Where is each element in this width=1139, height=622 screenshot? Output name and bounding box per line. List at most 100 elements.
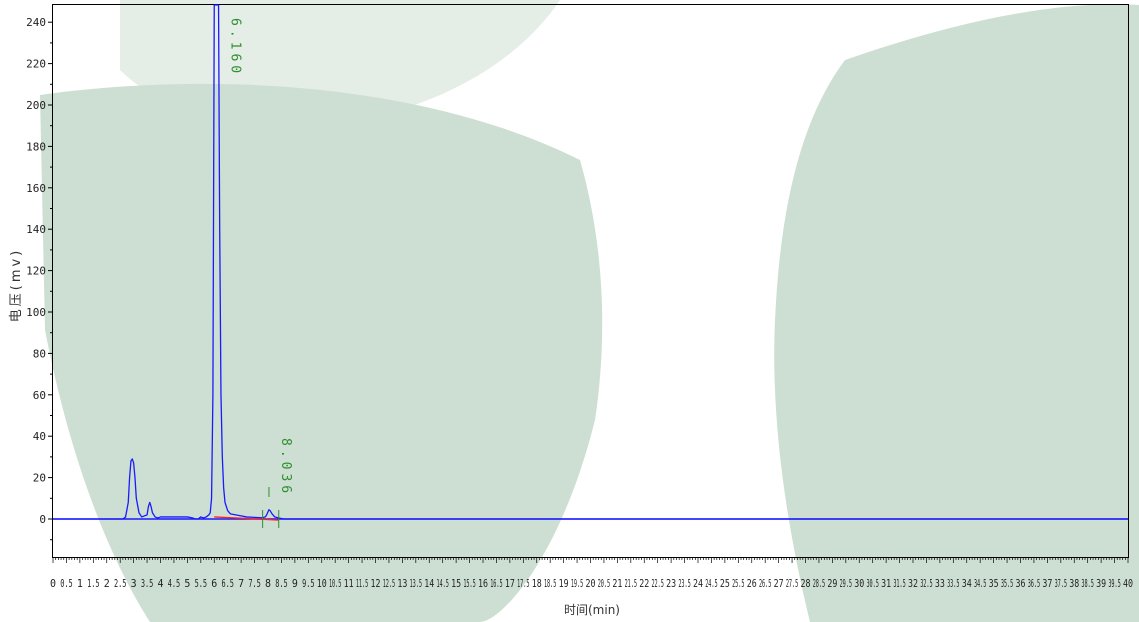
x-tick-label: 35.5 [1001, 577, 1014, 590]
y-tick-label: 60 [33, 389, 46, 402]
x-tick-label: 22.5 [651, 577, 664, 590]
x-tick-label: 9 [292, 577, 298, 590]
peak-labels: 6.160 8.036 [228, 18, 293, 497]
x-tick-label: 21.5 [625, 577, 638, 590]
x-tick-label: 31 [881, 577, 891, 590]
x-tick-label: 20.5 [598, 577, 611, 590]
x-tick-label: 17.5 [517, 577, 530, 590]
x-tick-label: 25 [720, 577, 730, 590]
x-tick-label: 38.5 [1081, 577, 1094, 590]
x-tick-label: 26 [747, 577, 757, 590]
x-tick-label: 22 [639, 577, 649, 590]
x-tick-label: 21 [612, 577, 622, 590]
x-tick-label: 31.5 [893, 577, 906, 590]
y-tick-label: 0 [39, 513, 46, 526]
x-tick-label: 23.5 [678, 577, 691, 590]
y-tick-label: 200 [26, 99, 46, 112]
x-tick-label: 24.5 [705, 577, 718, 590]
x-tick-label: 15 [451, 577, 461, 590]
x-tick-label: 2 [104, 577, 110, 590]
x-tick-label: 1.5 [87, 577, 100, 590]
x-tick-label: 29.5 [840, 577, 853, 590]
x-tick-label: 3 [131, 577, 137, 590]
x-tick-label: 25.5 [732, 577, 745, 590]
x-axis-label: 时间(min) [564, 603, 620, 617]
y-tick-label: 240 [26, 16, 46, 29]
x-tick-label: 4 [158, 577, 164, 590]
x-tick-label: 32 [908, 577, 918, 590]
x-tick-label: 37 [1042, 577, 1052, 590]
y-tick-label: 80 [33, 347, 46, 360]
x-tick-label: 12.5 [383, 577, 396, 590]
x-tick-label: 18 [532, 577, 542, 590]
x-tick-label: 23 [666, 577, 676, 590]
x-tick-label: 7.5 [248, 577, 261, 590]
peak-markers [262, 510, 280, 528]
y-tick-label: 220 [26, 58, 46, 71]
x-tick-label: 28.5 [813, 577, 826, 590]
y-tick-label: 160 [26, 182, 46, 195]
y-tick-label: 140 [26, 223, 46, 236]
x-tick-label: 36.5 [1028, 577, 1041, 590]
x-tick-label: 26.5 [759, 577, 772, 590]
y-axis: 0 20 40 60 80 100 120 140 160 180 200 220 240 [26, 16, 53, 541]
x-tick-label: 30 [854, 577, 864, 590]
x-tick-label: 18.5 [544, 577, 557, 590]
x-tick-label: 9.5 [302, 577, 315, 590]
x-tick-label: 29 [827, 577, 837, 590]
x-tick-label: 33 [935, 577, 945, 590]
x-tick-label: 4.5 [168, 577, 181, 590]
x-tick-label: 34.5 [974, 577, 987, 590]
x-tick-label: 27 [774, 577, 784, 590]
x-tick-label: 6.5 [221, 577, 234, 590]
peak-label: 8.036 [278, 438, 293, 497]
x-tick-label: 0 [50, 577, 56, 590]
x-tick-label: 30.5 [866, 577, 879, 590]
x-tick-label: 19 [559, 577, 569, 590]
x-tick-label: 16 [478, 577, 488, 590]
x-tick-label: 1 [77, 577, 83, 590]
x-tick-label: 10.5 [329, 577, 342, 590]
x-tick-label: 19.5 [571, 577, 584, 590]
x-tick-label: 15.5 [463, 577, 476, 590]
x-tick-label: 32.5 [920, 577, 933, 590]
x-tick-label: 37.5 [1055, 577, 1068, 590]
x-tick-label: 40 [1123, 577, 1133, 590]
series-line-0 [53, 4, 1128, 520]
x-tick-label: 16.5 [490, 577, 503, 590]
x-tick-label: 34 [962, 577, 972, 590]
x-tick-label: 12 [371, 577, 381, 590]
x-tick-label: 11.5 [356, 577, 369, 590]
x-tick-label: 38 [1069, 577, 1079, 590]
x-tick-label: 13.5 [410, 577, 423, 590]
x-tick-label: 14.5 [436, 577, 449, 590]
x-tick-label: 17 [505, 577, 515, 590]
x-tick-label: 8.5 [275, 577, 288, 590]
baseline-path [214, 516, 279, 521]
x-tick-label: 39.5 [1108, 577, 1121, 590]
x-tick-label: 28 [801, 577, 811, 590]
x-tick-label: 3.5 [141, 577, 154, 590]
x-tick-label: 20 [586, 577, 596, 590]
x-tick-label: 14 [424, 577, 434, 590]
y-axis-label: 电压(mv) [9, 248, 24, 323]
x-tick-label: 33.5 [947, 577, 960, 590]
y-tick-label: 20 [33, 472, 46, 485]
x-tick-label: 2.5 [114, 577, 127, 590]
x-tick-label: 36 [1016, 577, 1026, 590]
chromatogram-series [53, 4, 1128, 520]
x-tick-label: 13 [397, 577, 407, 590]
x-tick-label: 11 [344, 577, 354, 590]
x-tick-label: 6 [211, 577, 217, 590]
x-axis: 0 0.5 1 1.5 2 2.5 3 3.5 4 4.5 5 5.5 6 6.5 7 7.5 8 8.5 9 9.5… [50, 558, 1133, 590]
y-tick-label: 120 [26, 265, 46, 278]
plot-frame [52, 4, 1129, 558]
x-tick-label: 39 [1096, 577, 1106, 590]
x-tick-label: 35 [989, 577, 999, 590]
x-tick-label: 7 [238, 577, 244, 590]
x-tick-label: 0.5 [60, 577, 73, 590]
x-tick-label: 10 [317, 577, 327, 590]
x-tick-label: 5 [184, 577, 190, 590]
